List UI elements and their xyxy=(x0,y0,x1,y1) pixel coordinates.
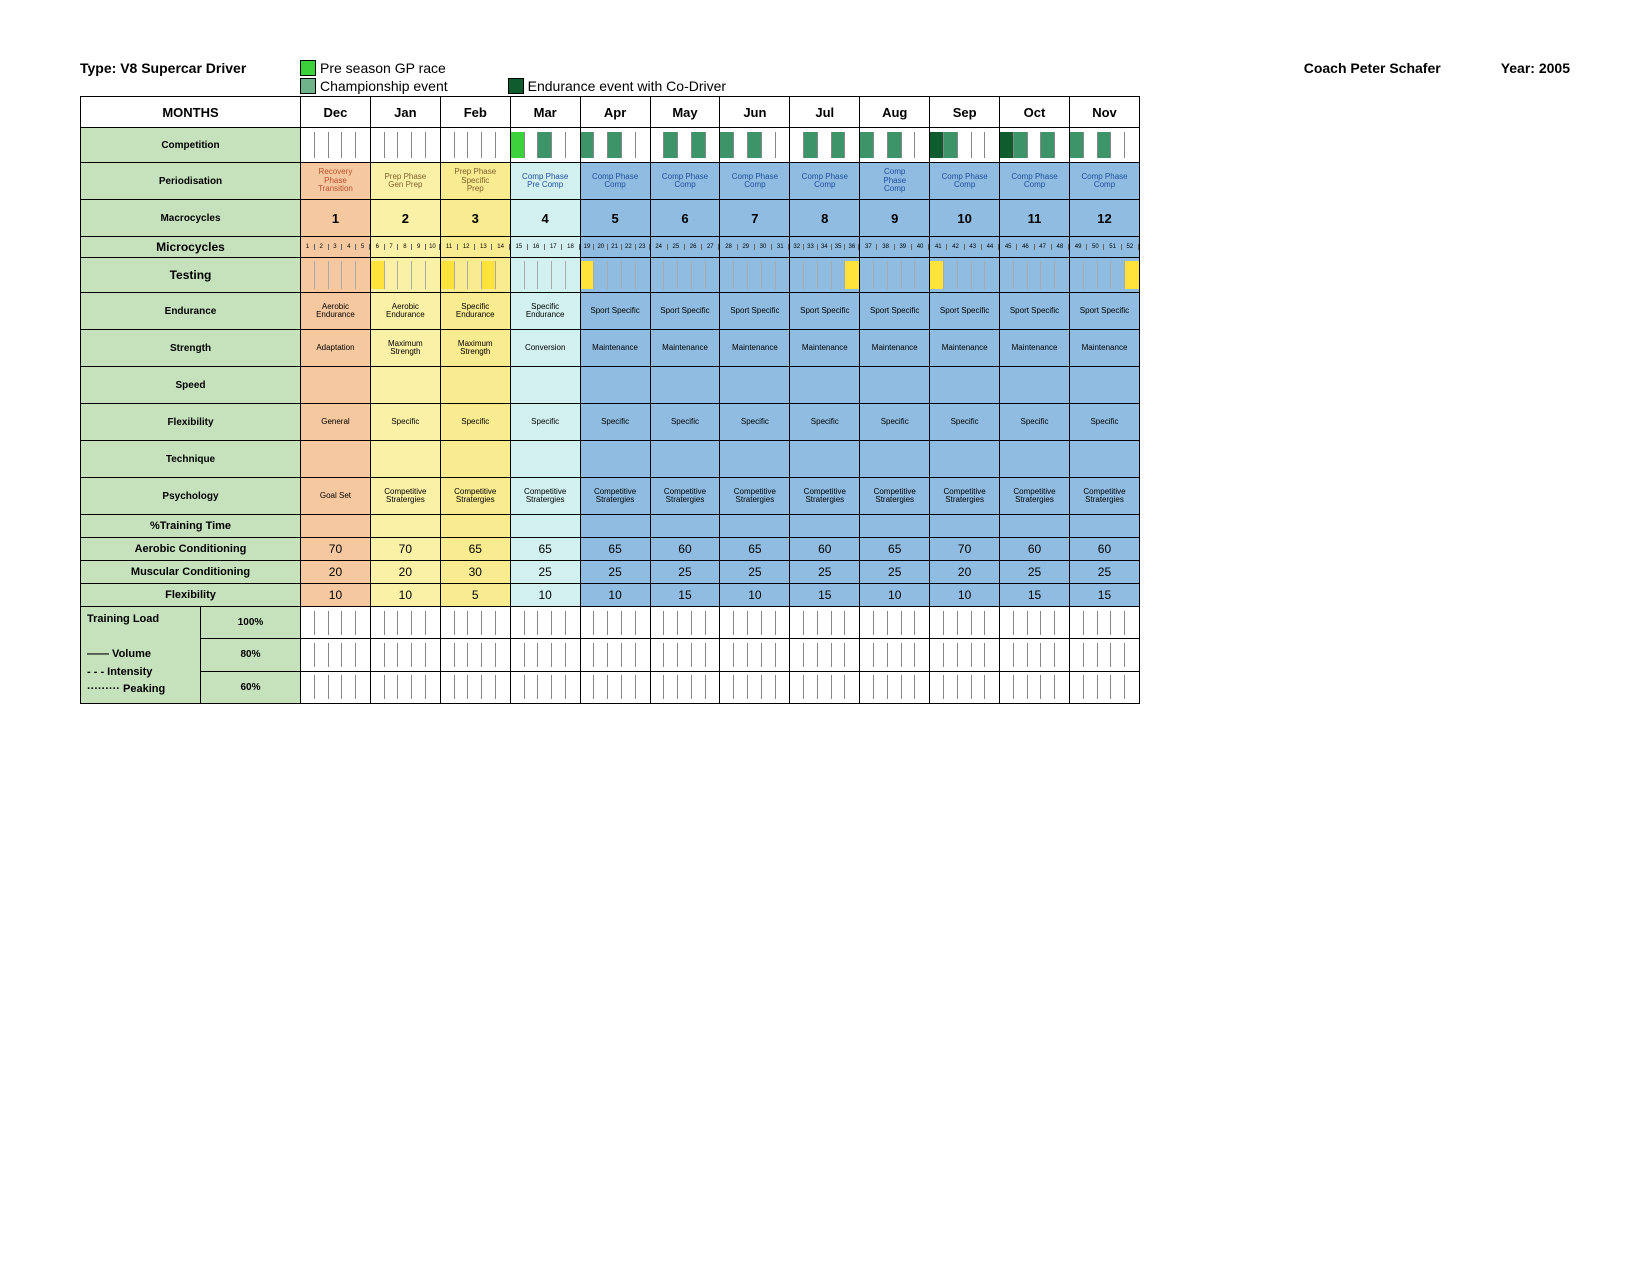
type-value: V8 Supercar Driver xyxy=(120,60,246,76)
legend2-box xyxy=(300,78,316,94)
coach-label: Coach xyxy=(1304,60,1347,76)
legend3-box xyxy=(508,78,524,94)
flexibility-row: FlexibilityGeneralSpecificSpecificSpecif… xyxy=(81,404,1140,441)
endurance-row: EnduranceAerobic EnduranceAerobic Endura… xyxy=(81,293,1140,330)
speed-row: Speed xyxy=(81,367,1140,404)
type-label: Type: xyxy=(80,60,116,76)
months-row: MONTHSDecJanFebMarAprMayJunJulAugSepOctN… xyxy=(81,97,1140,128)
testing-row: Testing xyxy=(81,258,1140,293)
legend3-label: Endurance event with Co-Driver xyxy=(528,78,726,94)
load-80: 80% xyxy=(81,639,1140,671)
technique-row: Technique xyxy=(81,441,1140,478)
pct-time-row: %Training Time xyxy=(81,515,1140,538)
competition-row: Competition xyxy=(81,128,1140,163)
header-line-2: Championship event Endurance event with … xyxy=(80,78,1570,94)
legend2-label: Championship event xyxy=(320,78,448,94)
load-100: Training Load—— Volume- - - Intensity···… xyxy=(81,607,1140,639)
header-line-1: Type: V8 Supercar Driver Pre season GP r… xyxy=(80,60,1570,76)
year-label: Year: xyxy=(1501,60,1535,76)
muscular-cond-row: Muscular Conditioning2020302525252525252… xyxy=(81,561,1140,584)
strength-row: StrengthAdaptationMaximum StrengthMaximu… xyxy=(81,330,1140,367)
psychology-row: PsychologyGoal SetCompetitive Stratergie… xyxy=(81,478,1140,515)
legend1-label: Pre season GP race xyxy=(320,60,446,76)
coach-value: Peter Schafer xyxy=(1350,60,1440,76)
periodisation-row: PeriodisationRecoveryPhaseTransitionPrep… xyxy=(81,163,1140,200)
macrocycles-row: Macrocycles123456789101112 xyxy=(81,200,1140,237)
load-60: 60% xyxy=(81,671,1140,703)
flex-pct-row: Flexibility10105101015101510101515 xyxy=(81,584,1140,607)
aerobic-cond-row: Aerobic Conditioning70706565656065606570… xyxy=(81,538,1140,561)
year-value: 2005 xyxy=(1539,60,1570,76)
legend1-box xyxy=(300,60,316,76)
periodisation-table: MONTHSDecJanFebMarAprMayJunJulAugSepOctN… xyxy=(80,96,1140,704)
microcycles-row: Microcycles12345678910111213141516171819… xyxy=(81,237,1140,258)
